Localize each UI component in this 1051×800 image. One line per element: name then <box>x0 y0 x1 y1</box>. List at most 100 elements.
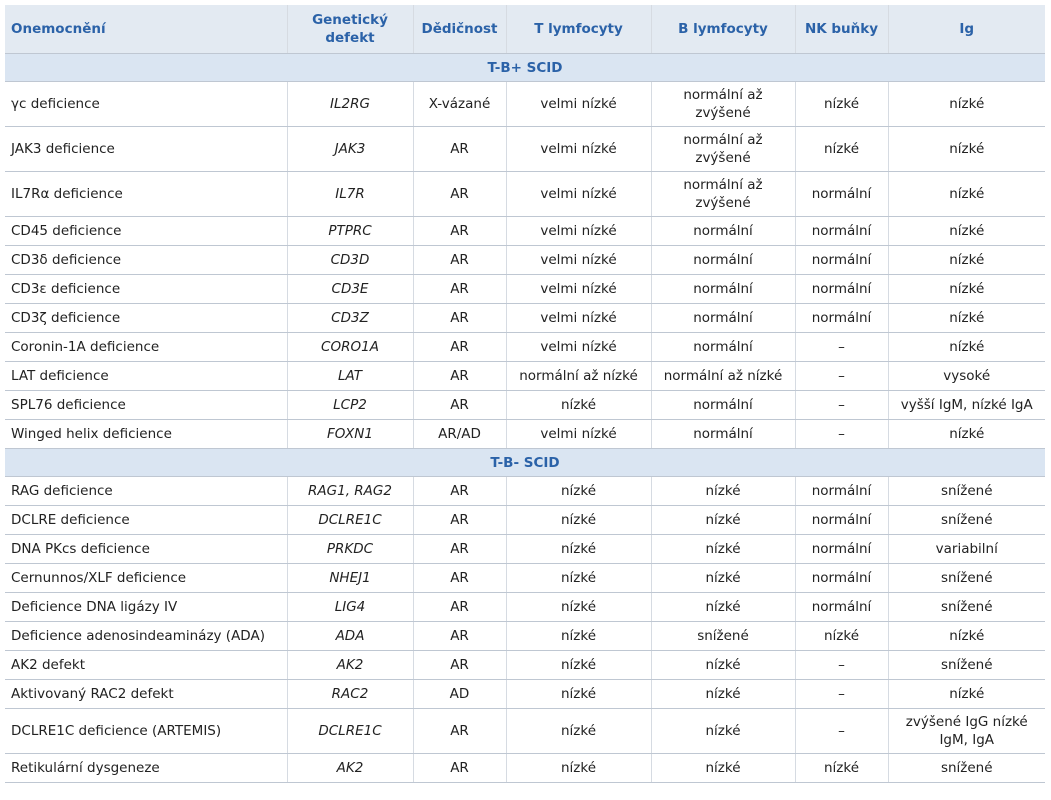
cell: velmi nízké <box>505 274 651 304</box>
cell: normální <box>794 505 888 535</box>
cell: – <box>794 679 888 709</box>
cell: AK2 <box>286 753 413 783</box>
cell: nízké <box>650 592 795 622</box>
section-title: T-B+ SCID <box>5 53 1045 82</box>
cell: nízké <box>650 708 795 754</box>
cell: nízké <box>650 753 795 783</box>
data-row: CD3ζ deficience CD3Z AR velmi nízké normální… <box>5 303 1045 333</box>
cell: nízké <box>794 621 888 651</box>
cell: AR <box>412 245 506 275</box>
cell: Deficience adenosindeaminázy (ADA) <box>5 621 287 651</box>
cell: normální <box>794 476 888 506</box>
cell: nízké <box>505 650 651 680</box>
cell: snížené <box>887 753 1045 783</box>
cell: velmi nízké <box>505 419 651 449</box>
data-row: RAG deficience RAG1, RAG2 AR nízké nízké norm… <box>5 476 1045 506</box>
cell: nízké <box>650 563 795 593</box>
cell: IL2RG <box>286 81 413 127</box>
cell: normální <box>794 216 888 246</box>
cell: normální <box>794 171 888 217</box>
cell: normální <box>794 245 888 275</box>
cell: nízké <box>887 621 1045 651</box>
cell: DNA PKcs deficience <box>5 534 287 564</box>
data-row: DCLRE1C deficience (ARTEMIS) DCLRE1C AR níz… <box>5 708 1045 754</box>
cell: AD <box>412 679 506 709</box>
cell: AR <box>412 303 506 333</box>
cell: velmi nízké <box>505 332 651 362</box>
cell: AR <box>412 126 506 172</box>
cell: ADA <box>286 621 413 651</box>
table-body: T-B+ SCID γc deficience IL2RG X-vázané velmi… <box>5 53 1045 783</box>
header-cell: NK buňky <box>794 5 888 54</box>
data-row: Cernunnos/XLF deficience NHEJ1 AR nízké nízk… <box>5 563 1045 593</box>
cell: nízké <box>650 650 795 680</box>
data-row: DCLRE deficience DCLRE1C AR nízké nízké normá… <box>5 505 1045 535</box>
cell: AR <box>412 274 506 304</box>
cell: normální <box>794 534 888 564</box>
cell: PRKDC <box>286 534 413 564</box>
cell: nízké <box>505 534 651 564</box>
cell: velmi nízké <box>505 81 651 127</box>
cell: nízké <box>505 753 651 783</box>
cell: LAT <box>286 361 413 391</box>
cell: CD3δ deficience <box>5 245 287 275</box>
cell: – <box>794 361 888 391</box>
cell: Coronin-1A deficience <box>5 332 287 362</box>
cell: CORO1A <box>286 332 413 362</box>
cell: LCP2 <box>286 390 413 420</box>
cell: normální až nízké <box>650 361 795 391</box>
cell: – <box>794 390 888 420</box>
cell: AR <box>412 505 506 535</box>
cell: normální <box>650 419 795 449</box>
cell: JAK3 deficience <box>5 126 287 172</box>
cell: DCLRE deficience <box>5 505 287 535</box>
cell: CD3D <box>286 245 413 275</box>
header-cell: Dědičnost <box>412 5 506 54</box>
section-row: T-B- SCID <box>5 448 1045 477</box>
data-row: Retikulární dysgeneze AK2 AR nízké nízké nízk… <box>5 753 1045 783</box>
data-row: CD3δ deficience CD3D AR velmi nízké normální… <box>5 245 1045 275</box>
cell: AR <box>412 650 506 680</box>
cell: AR <box>412 361 506 391</box>
cell: nízké <box>794 126 888 172</box>
cell: AR <box>412 476 506 506</box>
cell: CD3ζ deficience <box>5 303 287 333</box>
section-title: T-B- SCID <box>5 448 1045 477</box>
cell: IL7Rα deficience <box>5 171 287 217</box>
data-row: Aktivovaný RAC2 defekt RAC2 AD nízké nízké – n… <box>5 679 1045 709</box>
cell: CD3ε deficience <box>5 274 287 304</box>
cell: AR <box>412 708 506 754</box>
cell: nízké <box>794 753 888 783</box>
cell: nízké <box>650 534 795 564</box>
cell: zvýšené IgG nízké IgM, IgA <box>887 708 1045 754</box>
header-cell: Ig <box>887 5 1045 54</box>
cell: CD3Z <box>286 303 413 333</box>
cell: – <box>794 419 888 449</box>
cell: AR <box>412 216 506 246</box>
cell: – <box>794 650 888 680</box>
header-cell: Genetický defekt <box>286 5 413 54</box>
cell: AR <box>412 592 506 622</box>
cell: DCLRE1C deficience (ARTEMIS) <box>5 708 287 754</box>
cell: Deficience DNA ligázy IV <box>5 592 287 622</box>
cell: normální <box>794 303 888 333</box>
cell: Retikulární dysgeneze <box>5 753 287 783</box>
data-row: Deficience adenosindeaminázy (ADA) ADA AR n… <box>5 621 1045 651</box>
cell: X-vázané <box>412 81 506 127</box>
cell: SPL76 deficience <box>5 390 287 420</box>
cell: normální <box>650 332 795 362</box>
cell: normální až zvýšené <box>650 126 795 172</box>
cell: nízké <box>887 679 1045 709</box>
cell: nízké <box>887 216 1045 246</box>
cell: snížené <box>887 476 1045 506</box>
cell: vysoké <box>887 361 1045 391</box>
cell: nízké <box>887 81 1045 127</box>
cell: JAK3 <box>286 126 413 172</box>
data-row: Deficience DNA ligázy IV LIG4 AR nízké nízké… <box>5 592 1045 622</box>
cell: vyšší IgM, nízké IgA <box>887 390 1045 420</box>
section-row: T-B+ SCID <box>5 53 1045 82</box>
cell: nízké <box>505 563 651 593</box>
cell: CD3E <box>286 274 413 304</box>
data-row: Coronin-1A deficience CORO1A AR velmi nízké… <box>5 332 1045 362</box>
cell: AK2 <box>286 650 413 680</box>
